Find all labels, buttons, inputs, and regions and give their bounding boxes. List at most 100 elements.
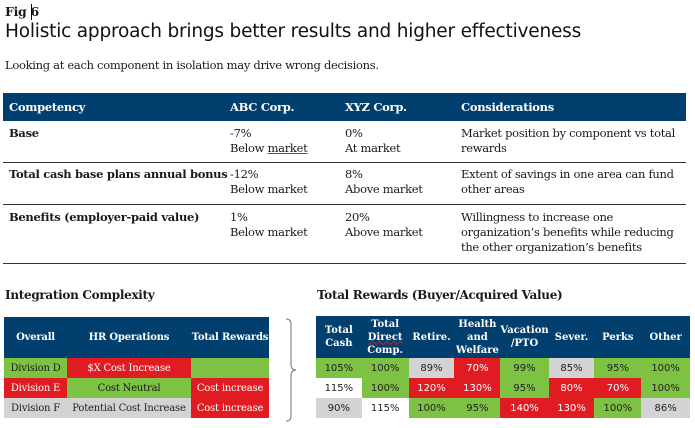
consideration-cell: Market position by component vs total re… (461, 126, 675, 155)
total-rewards-cell: Cost increase (191, 378, 269, 398)
rewards-value-cell: 95% (500, 378, 549, 398)
header-line: Retire. (412, 331, 451, 343)
header-line: Health (458, 318, 497, 330)
rewards-value-cell: 70% (594, 378, 642, 398)
header-line: /PTO (510, 338, 539, 349)
competency-table-header: Competency ABC Corp. XYZ Corp. Considera… (3, 93, 686, 121)
competency-cell: Base (9, 126, 39, 140)
rewards-value-cell: 80% (548, 378, 595, 398)
abc-position-link: market (267, 141, 308, 155)
abc-position: Below market (230, 225, 308, 239)
abc-percent: -12% (230, 167, 259, 181)
xyz-percent: 20% (345, 210, 370, 224)
rewards-value-cell: 115% (361, 398, 409, 418)
competency-table: Competency ABC Corp. XYZ Corp. Considera… (3, 93, 686, 264)
hr-operations-cell: Potential Cost Increase (67, 398, 191, 418)
rewards-row: 90% 115% 100% 95% 140% 130% 100% 86% (316, 398, 690, 418)
abc-percent: 1% (230, 210, 248, 224)
integration-row: Division E Cost Neutral Cost increase (4, 378, 269, 398)
rewards-value-cell: 100% (408, 398, 455, 418)
page-title: Holistic approach brings better results … (5, 21, 582, 42)
rewards-value-cell: 100% (594, 398, 642, 418)
rewards-value-cell: 120% (408, 378, 455, 398)
header-line: Vacation (500, 325, 549, 336)
rewards-value-cell: 85% (548, 358, 595, 378)
abc-position: Below market (230, 141, 345, 156)
rewards-value-cell: 90% (316, 398, 362, 418)
integration-row: Division F Potential Cost Increase Cost in… (4, 398, 269, 418)
rewards-value-cell: 115% (316, 378, 362, 398)
rewards-value-cell: 89% (408, 358, 455, 378)
overall-cell: Division E (4, 378, 67, 398)
rewards-row: 115% 100% 120% 130% 95% 80% 70% 100% (316, 378, 690, 398)
header-line: Comp. (367, 344, 403, 356)
xyz-position: At market (345, 141, 401, 155)
header-line: and (467, 331, 488, 343)
header-line: Cash (325, 338, 353, 349)
abc-position-text: Below (230, 141, 268, 155)
header-line: Total (324, 325, 353, 336)
xyz-cell: 0% At market (345, 126, 461, 162)
header-line: Perks (602, 331, 634, 343)
header-xyz-corp: XYZ Corp. (345, 100, 407, 114)
rewards-header-cell: Perks (594, 316, 642, 358)
rewards-header-cell: Vacation/PTO (500, 316, 549, 358)
table-row: Benefits (employer-paid value) 1% Below … (3, 205, 686, 264)
abc-cell: -7% Below market (230, 126, 345, 162)
abc-cell: 1% Below market (230, 210, 345, 263)
hr-operations-cell: $X Cost Increase (67, 358, 191, 378)
competency-cell: Benefits (employer-paid value) (9, 210, 200, 224)
consideration-cell: Willingness to increase one organization… (461, 210, 674, 254)
header-line: Total (371, 318, 400, 330)
xyz-percent: 8% (345, 167, 363, 181)
total-rewards-title: Total Rewards (Buyer/Acquired Value) (317, 288, 563, 302)
rewards-header-row: Total Cash Total Direct Comp. Retire. Health an… (316, 316, 690, 358)
xyz-position: Above market (345, 225, 423, 239)
rewards-value-cell: 105% (316, 358, 362, 378)
integration-complexity-title: Integration Complexity (5, 288, 155, 302)
header-hr-operations: HR Operations (67, 317, 191, 358)
header-competency: Competency (9, 100, 86, 114)
page-subtitle: Looking at each component in isolation m… (5, 58, 379, 72)
rewards-header-cell: Health and Welfare (454, 316, 501, 358)
header-abc-corp: ABC Corp. (230, 100, 295, 114)
integration-complexity-table: Overall HR Operations Total Rewards Divi… (4, 317, 269, 418)
table-row: Total cash base plans annual bonus -12% … (3, 163, 686, 205)
header-overall: Overall (4, 317, 67, 358)
header-total-rewards: Total Rewards (191, 317, 269, 358)
abc-position: Below market (230, 182, 308, 196)
xyz-cell: 8% Above market (345, 167, 461, 204)
header-line: Sever. (554, 331, 589, 343)
table-row: Base -7% Below market 0% At market Marke… (3, 121, 686, 163)
rewards-value-cell: 130% (548, 398, 595, 418)
rewards-value-cell: 100% (361, 378, 409, 398)
xyz-position: Above market (345, 182, 423, 196)
abc-cell: -12% Below market (230, 167, 345, 204)
rewards-row: 105% 100% 89% 70% 99% 85% 95% 100% (316, 358, 690, 378)
rewards-header-cell: Retire. (408, 316, 455, 358)
rewards-value-cell: 140% (500, 398, 549, 418)
rewards-header-cell: Other (641, 316, 690, 358)
xyz-percent: 0% (345, 126, 363, 140)
total-rewards-cell (191, 358, 269, 378)
integration-row: Division D $X Cost Increase (4, 358, 269, 378)
rewards-value-cell: 100% (361, 358, 409, 378)
figure-label: Fig 6 (5, 4, 39, 19)
header-considerations: Considerations (461, 100, 554, 114)
header-line: Welfare (455, 344, 499, 356)
brace-icon (285, 318, 297, 422)
overall-cell: Division D (4, 358, 67, 378)
abc-percent: -7% (230, 126, 252, 140)
rewards-value-cell: 130% (454, 378, 501, 398)
rewards-value-cell: 100% (641, 378, 690, 398)
rewards-value-cell: 86% (641, 398, 690, 418)
text-cursor (31, 4, 32, 20)
integration-header-row: Overall HR Operations Total Rewards (4, 317, 269, 358)
rewards-value-cell: 95% (594, 358, 642, 378)
consideration-cell: Extent of savings in one area can fund o… (461, 167, 674, 196)
rewards-header-cell: Total Direct Comp. (361, 316, 409, 358)
competency-cell: Total cash base plans annual bonus (9, 167, 228, 181)
rewards-value-cell: 99% (500, 358, 549, 378)
total-rewards-cell: Cost increase (191, 398, 269, 418)
rewards-header-cell: Total Cash (316, 316, 362, 358)
